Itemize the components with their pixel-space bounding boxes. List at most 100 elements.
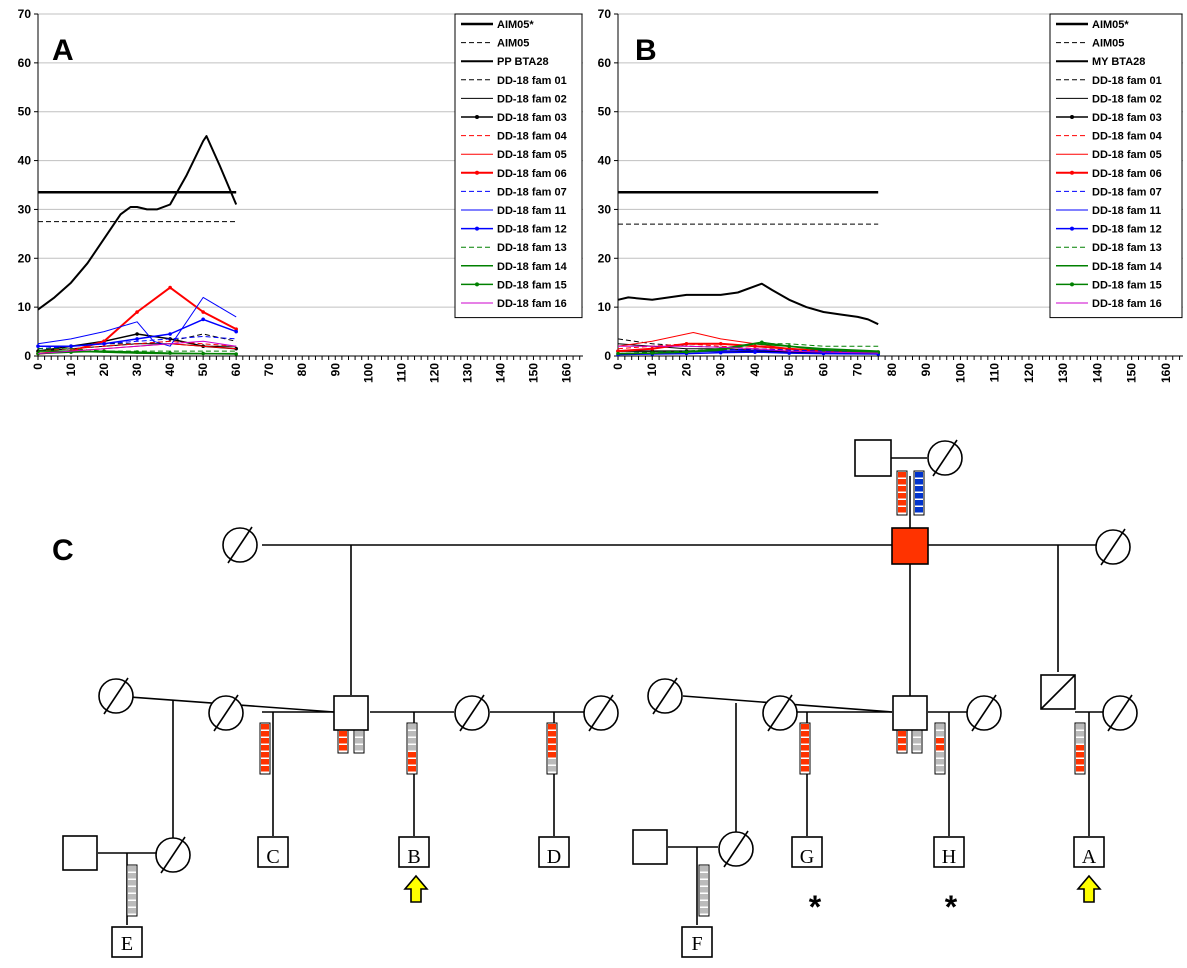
haplotype-segment [1076,766,1084,772]
legend-label: DD-18 fam 03 [1092,112,1162,124]
y-tick-label: 30 [598,202,612,216]
haplotype-segment [801,759,809,765]
legend-label: DD-18 fam 06 [1092,168,1162,180]
haplotype-segment [1076,759,1084,765]
legend-label: DD-18 fam 04 [497,131,568,143]
y-tick-label: 50 [598,105,612,119]
x-tick-label: 150 [526,363,540,383]
series-point [36,344,40,349]
haplotype-segment [700,901,708,907]
deceased-slash [103,677,129,715]
haplotype-segment [700,873,708,879]
deceased-slash [227,526,253,564]
legend-label: DD-18 fam 07 [497,186,567,198]
series-line [617,282,879,326]
legend-label: DD-18 fam 16 [497,298,567,310]
haplotype-segment [936,731,944,737]
series-point [234,329,238,334]
male-sire-left [333,695,369,731]
series-point [135,332,139,336]
haplotype-segment [936,752,944,758]
y-tick-label: 60 [18,56,32,70]
panel-letter: A [52,34,74,67]
series-line [618,345,879,354]
series-point [201,317,205,322]
legend-label: DD-18 fam 15 [497,279,567,291]
x-tick-label: 70 [262,363,276,377]
legend-label: DD-18 fam 05 [1092,149,1162,161]
legend-label: DD-18 fam 11 [1092,205,1161,217]
y-tick-label: 10 [18,300,32,314]
series-line [617,351,879,356]
x-tick-label: 10 [64,363,78,377]
x-tick-label: 90 [919,363,933,377]
deceased-slash [932,439,958,477]
individual-label-a: A [1082,846,1097,868]
x-tick-label: 90 [328,363,342,377]
legend-label: MY BTA28 [1092,56,1145,68]
haplotype-segment [700,908,708,914]
male-c [257,836,289,868]
male-mate [62,835,98,871]
haplotype-segment [915,507,923,513]
individual-label-e: E [121,933,133,955]
haplotype-segment [261,752,269,758]
y-tick-label: 70 [598,7,612,21]
deceased-slash [588,694,614,732]
legend-label: AIM05 [1092,38,1124,50]
legend: AIM05* AIM05 MY BTA28 DD-18 fam 01 DD-18 fam… [1049,13,1183,319]
haplotype-segment [700,880,708,886]
male-f [681,926,713,958]
x-tick-label: 60 [229,363,243,377]
x-tick-label: 0 [31,363,45,370]
legend-box [454,13,583,319]
series-point [102,341,106,346]
haplotype-segment [898,486,906,492]
deceased-slash [767,694,793,732]
haplotype-segment [261,745,269,751]
legend-label: DD-18 fam 14 [1092,261,1163,273]
panel-letter: B [635,34,657,67]
y-tick-label: 0 [24,349,31,363]
proband-arrow-a [1076,874,1102,903]
deceased-slash [160,836,186,874]
proband-arrow-b [403,874,429,903]
haplotype-segment [913,738,921,744]
deceased-slash [1100,528,1126,566]
haplotype-segment [915,486,923,492]
x-tick-label: 40 [163,363,177,377]
haplotype-segment [1076,724,1084,730]
y-tick-label: 10 [598,300,612,314]
x-tick-label: 110 [988,363,1002,383]
haplotype-segment [128,887,136,893]
individual-label-c: C [266,846,279,868]
haplotype-segment [261,738,269,744]
haplotype-segment [548,759,556,765]
series-line [617,341,879,355]
haplotype-segment [548,745,556,751]
x-tick-label: 30 [130,363,144,377]
haplotype-bar-grey [698,864,710,917]
series-point [102,349,106,353]
haplotype-bar-grey [126,864,138,917]
male-h [933,836,965,868]
series-point [760,340,764,345]
legend-label: DD-18 fam 12 [497,224,567,236]
haplotype-segment [408,766,416,772]
y-tick-label: 20 [18,251,32,265]
haplotype-segment [801,731,809,737]
haplotype-segment [128,873,136,879]
legend-label: DD-18 fam 13 [1092,242,1162,254]
series-point [135,350,139,354]
haplotype-segment [408,759,416,765]
haplotype-segment [1076,745,1084,751]
x-tick-label: 130 [460,363,474,383]
haplotype-segment [700,894,708,900]
deceased-slash [213,694,239,732]
deceased-slash [652,677,678,715]
male-d [538,836,570,868]
legend-label: AIM05 [497,38,529,50]
series-point [718,341,723,346]
